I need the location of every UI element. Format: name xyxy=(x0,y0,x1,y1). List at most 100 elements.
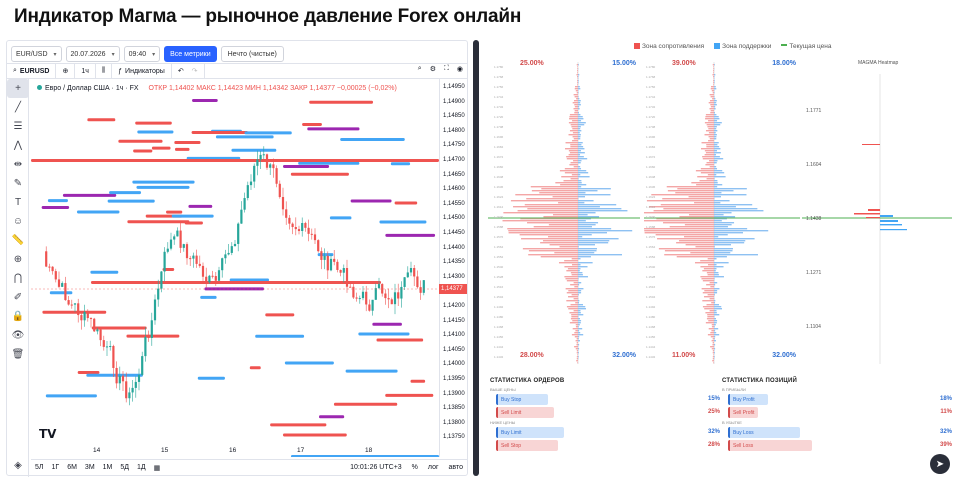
range-button[interactable]: 5Л xyxy=(35,464,44,471)
support-bar xyxy=(714,178,715,180)
pencil-lock-icon[interactable]: ✐ xyxy=(13,292,23,303)
positions-stats-title: СТАТИСТИКА ПОЗИЦИЙ xyxy=(722,378,797,384)
chart-type-button[interactable]: ⫼ xyxy=(96,64,113,78)
date-select[interactable]: 20.07.2026 ▾ xyxy=(65,46,120,62)
lock-icon[interactable]: 🔒 xyxy=(11,311,25,322)
support-bar xyxy=(714,126,717,128)
resistance-bar xyxy=(515,194,578,196)
resistance-bar xyxy=(709,282,714,284)
time-select[interactable]: 09:40 ▾ xyxy=(123,46,161,62)
indicators-button[interactable]: ƒ Индикаторы xyxy=(112,64,172,78)
resistance-bar xyxy=(577,70,578,72)
resistance-bar xyxy=(566,158,578,160)
support-bar xyxy=(714,80,715,82)
telegram-icon[interactable]: ➤ xyxy=(930,454,950,474)
resistance-bar xyxy=(712,342,714,344)
sell-profit-value: 11% xyxy=(940,409,952,415)
range-button[interactable]: 5Д xyxy=(120,464,130,471)
ruler-icon[interactable]: 📏 xyxy=(11,235,25,246)
price-axis[interactable]: 1,14950 1,14900 1,14850 1,14800 1,14750 1,147… xyxy=(439,79,467,457)
percent-toggle[interactable]: % xyxy=(411,464,418,471)
all-metrics-button[interactable]: Все метрики xyxy=(164,46,217,62)
candle-body xyxy=(48,266,51,268)
resistance-bar xyxy=(574,336,578,338)
auto-toggle[interactable]: авто xyxy=(448,464,463,471)
trendline-icon[interactable]: ╱ xyxy=(14,102,22,113)
crosshair-icon[interactable]: + xyxy=(7,79,29,98)
candle-body xyxy=(128,392,131,399)
eye-icon[interactable]: 👁 xyxy=(11,330,25,341)
pitchfork-icon[interactable]: ⋀ xyxy=(13,140,23,151)
support-bar xyxy=(714,232,744,234)
undo-icon[interactable]: ↶ xyxy=(177,68,184,75)
positions-profit-label: В ПРИБЫЛИ xyxy=(722,387,746,392)
resistance-bar xyxy=(667,190,714,192)
interval-button[interactable]: 1ч xyxy=(75,64,96,78)
camera-icon[interactable]: ◉ xyxy=(456,66,463,73)
range-button[interactable]: 6М xyxy=(67,464,77,471)
measure-icon[interactable]: ⇹ xyxy=(13,159,23,170)
resistance-bar xyxy=(710,96,714,98)
support-bar xyxy=(578,220,586,222)
panel-divider[interactable] xyxy=(473,40,479,476)
resistance-bar xyxy=(707,258,714,260)
time-axis[interactable]: 14 15 16 17 18 xyxy=(31,445,439,457)
calendar-icon[interactable]: ▦ xyxy=(153,464,161,472)
undo-redo[interactable]: ↶ ↷ xyxy=(172,64,205,78)
resistance-bar xyxy=(575,86,578,88)
support-bar xyxy=(714,212,732,214)
support-bar xyxy=(714,330,716,332)
resistance-bar xyxy=(702,292,714,294)
resistance-bar xyxy=(688,196,714,198)
candle-body xyxy=(141,356,144,375)
resistance-bar xyxy=(574,346,578,348)
zoom-in-icon[interactable]: ⊕ xyxy=(13,254,23,265)
candle-body xyxy=(294,227,297,230)
range-button[interactable]: 1М xyxy=(102,464,113,471)
resistance-bar xyxy=(664,250,714,252)
zoom-icon[interactable]: ⌕ xyxy=(417,65,422,72)
support-bar xyxy=(714,116,719,118)
text-icon[interactable]: T xyxy=(14,197,22,208)
symbol-search[interactable]: ⌕ EURUSD xyxy=(7,64,57,78)
candle-body xyxy=(67,300,70,305)
candle-body xyxy=(173,236,176,240)
pair-select[interactable]: EUR/USD ▾ xyxy=(11,46,62,62)
support-bar xyxy=(578,316,579,318)
compare-button[interactable]: ⊕ xyxy=(56,64,76,78)
magma-level-bar xyxy=(204,287,265,291)
controls-row: EUR/USD ▾ 20.07.2026 ▾ 09:40 ▾ Все метрики … xyxy=(11,45,284,63)
settings-icon[interactable]: ⚙ xyxy=(429,66,436,73)
trash-icon[interactable]: 🗑 xyxy=(11,349,25,360)
magma-level-bar xyxy=(309,100,374,104)
candle-body xyxy=(256,159,259,166)
range-button[interactable]: 3М xyxy=(84,464,95,471)
fullscreen-icon[interactable]: ⛶ xyxy=(443,65,449,72)
candle-body xyxy=(413,268,416,277)
resistance-bar xyxy=(712,344,714,346)
resistance-bar xyxy=(570,318,578,320)
candlestick-chart[interactable] xyxy=(31,79,439,457)
layers-icon[interactable]: ◈ xyxy=(14,460,22,471)
horizontal-lines-icon[interactable]: ☰ xyxy=(13,121,23,132)
support-bar xyxy=(714,264,717,266)
redo-icon[interactable]: ↷ xyxy=(191,68,198,75)
log-toggle[interactable]: лог xyxy=(427,464,439,471)
tradingview-logo-icon: 𝗧𝗩 xyxy=(39,427,57,441)
book-tick: 1.1444 xyxy=(646,345,656,349)
clean-button[interactable]: Нечто (чистые) xyxy=(220,46,284,62)
brush-icon[interactable]: ✎ xyxy=(13,178,23,189)
book-tick: 1.1516 xyxy=(494,285,504,289)
magma-level-bar xyxy=(385,233,436,237)
resistance-bar xyxy=(575,302,578,304)
magma-level-bar xyxy=(191,130,248,134)
range-button[interactable]: 1Г xyxy=(51,464,60,471)
magnet-icon[interactable]: ⋂ xyxy=(13,273,23,284)
resistance-bar xyxy=(700,260,714,262)
range-button[interactable]: 1Д xyxy=(137,464,146,471)
candle-body xyxy=(393,292,397,305)
emoji-icon[interactable]: ☺ xyxy=(12,216,24,227)
magma-level-bar xyxy=(372,322,402,326)
legend-resistance-text: Зона сопротивления xyxy=(642,43,705,50)
book-tick: 1.1624 xyxy=(494,195,504,199)
